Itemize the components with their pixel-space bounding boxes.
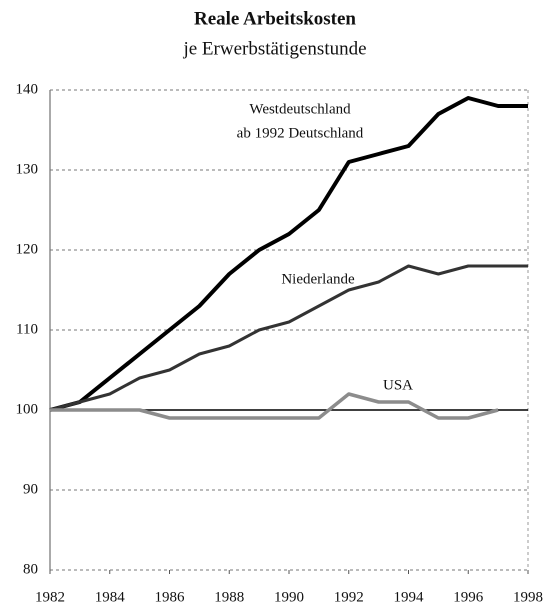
chart-subtitle: je Erwerbstätigenstunde bbox=[182, 38, 366, 59]
x-tick-label: 1990 bbox=[274, 589, 304, 605]
y-tick-label: 80 bbox=[23, 561, 38, 577]
line-series bbox=[49, 96, 528, 412]
x-tick-label: 1996 bbox=[453, 589, 484, 605]
y-tick-label: 130 bbox=[16, 161, 39, 177]
x-tick-label: 1986 bbox=[155, 589, 186, 605]
line-series bbox=[49, 264, 528, 412]
series-label: Westdeutschland bbox=[249, 101, 351, 117]
x-tick-label: 1994 bbox=[394, 589, 425, 605]
x-tick-label: 1988 bbox=[214, 589, 244, 605]
y-tick-label: 100 bbox=[16, 401, 39, 417]
chart-title: Reale Arbeitskosten bbox=[194, 8, 356, 29]
y-tick-label: 110 bbox=[16, 321, 38, 337]
y-tick-label: 140 bbox=[16, 81, 39, 97]
y-tick-label: 90 bbox=[23, 481, 38, 497]
y-tick-label: 120 bbox=[16, 241, 39, 257]
annotation: ab 1992 Deutschland bbox=[237, 125, 364, 141]
x-tick-label: 1992 bbox=[334, 589, 364, 605]
x-tick-label: 1982 bbox=[35, 589, 65, 605]
series-label: Niederlande bbox=[281, 271, 355, 287]
x-tick-label: 1998 bbox=[513, 589, 543, 605]
series-label: USA bbox=[383, 377, 413, 393]
line-series bbox=[50, 392, 499, 420]
x-tick-label: 1984 bbox=[95, 589, 126, 605]
